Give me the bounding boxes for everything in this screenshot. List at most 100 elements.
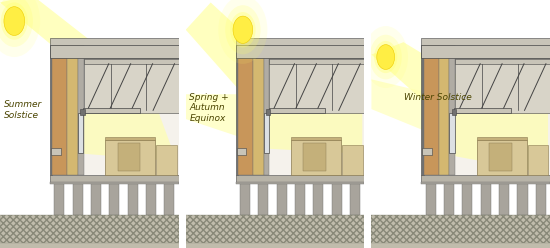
Bar: [350, 182, 360, 215]
Bar: [421, 175, 550, 182]
Bar: [481, 182, 491, 215]
Polygon shape: [0, 0, 89, 50]
Bar: [50, 182, 179, 184]
Bar: [50, 45, 179, 58]
Bar: [264, 45, 270, 175]
Bar: [444, 182, 454, 215]
Bar: [67, 45, 78, 175]
Bar: [236, 148, 246, 155]
Bar: [84, 58, 179, 113]
Bar: [421, 38, 550, 45]
Bar: [449, 45, 455, 175]
Circle shape: [0, 0, 40, 57]
Bar: [422, 148, 432, 155]
Bar: [421, 45, 550, 58]
Bar: [0, 215, 179, 243]
Bar: [477, 140, 526, 175]
Bar: [236, 38, 364, 45]
Bar: [164, 182, 174, 215]
Polygon shape: [455, 104, 548, 174]
Circle shape: [364, 26, 408, 88]
Circle shape: [225, 5, 261, 54]
Bar: [253, 45, 264, 175]
Bar: [455, 59, 550, 64]
Bar: [527, 145, 548, 175]
Bar: [0, 215, 179, 248]
Bar: [264, 113, 269, 153]
Bar: [268, 108, 326, 113]
Polygon shape: [186, 94, 270, 154]
Bar: [236, 175, 364, 182]
Bar: [50, 38, 179, 45]
Circle shape: [0, 0, 33, 47]
Bar: [371, 215, 550, 248]
Bar: [236, 182, 364, 184]
Bar: [270, 59, 364, 64]
Bar: [489, 143, 512, 171]
Bar: [83, 108, 140, 113]
Bar: [270, 45, 364, 175]
Bar: [258, 182, 268, 215]
Text: Summer
Solstice: Summer Solstice: [3, 100, 42, 120]
Bar: [426, 182, 436, 215]
Polygon shape: [270, 60, 362, 154]
Bar: [332, 182, 342, 215]
Bar: [536, 182, 546, 215]
Polygon shape: [371, 79, 455, 144]
Bar: [236, 45, 364, 58]
Bar: [238, 45, 253, 175]
Bar: [454, 108, 511, 113]
Bar: [270, 153, 364, 175]
Text: Winter Solstice: Winter Solstice: [404, 93, 471, 102]
Polygon shape: [84, 58, 177, 112]
Bar: [128, 182, 138, 215]
Bar: [295, 182, 305, 215]
Bar: [73, 182, 82, 215]
Bar: [236, 45, 238, 175]
Bar: [463, 182, 472, 215]
Bar: [455, 153, 550, 175]
Bar: [291, 137, 341, 140]
Bar: [455, 45, 550, 175]
Circle shape: [230, 12, 256, 48]
Bar: [304, 143, 326, 171]
Bar: [424, 45, 439, 175]
Circle shape: [233, 16, 252, 43]
Bar: [477, 137, 526, 140]
Bar: [80, 109, 85, 115]
Bar: [78, 113, 84, 153]
Bar: [449, 113, 455, 153]
Bar: [421, 45, 424, 175]
Bar: [342, 145, 362, 175]
Bar: [84, 59, 179, 64]
Bar: [109, 182, 119, 215]
Bar: [105, 140, 155, 175]
Text: Spring +
Autumn
Equinox: Spring + Autumn Equinox: [189, 93, 229, 123]
Bar: [146, 182, 156, 215]
Bar: [52, 45, 67, 175]
Bar: [54, 182, 64, 215]
Bar: [314, 182, 323, 215]
Circle shape: [4, 7, 25, 35]
Bar: [240, 182, 250, 215]
Bar: [455, 58, 550, 113]
Circle shape: [374, 41, 397, 73]
Bar: [118, 143, 140, 171]
Bar: [266, 109, 271, 115]
Bar: [156, 145, 177, 175]
Bar: [51, 148, 60, 155]
Bar: [277, 182, 287, 215]
Bar: [84, 153, 179, 175]
Bar: [291, 140, 341, 175]
Bar: [50, 175, 179, 182]
Bar: [91, 182, 101, 215]
Bar: [186, 215, 364, 248]
Bar: [371, 215, 550, 243]
Circle shape: [1, 2, 28, 40]
Bar: [84, 45, 179, 175]
Polygon shape: [186, 2, 275, 94]
Bar: [439, 45, 449, 175]
Polygon shape: [84, 113, 177, 161]
Bar: [452, 109, 456, 115]
Bar: [105, 137, 155, 140]
